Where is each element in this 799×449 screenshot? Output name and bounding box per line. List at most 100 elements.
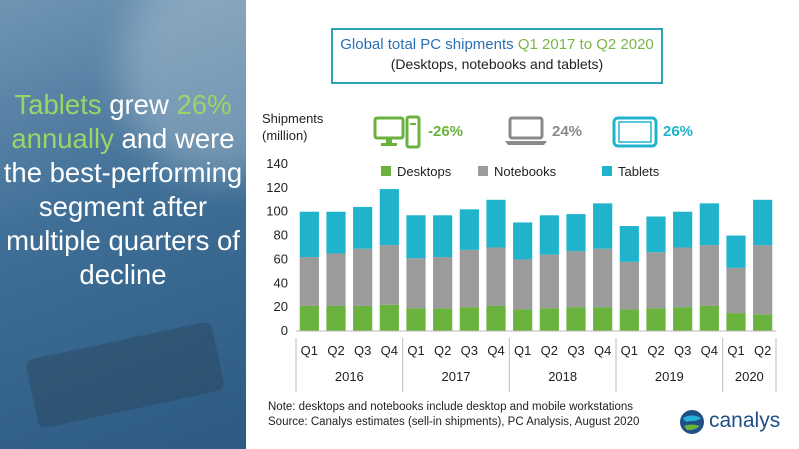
- bar-notebooks: [619, 261, 639, 310]
- chart-subtitle: (Desktops, notebooks and tablets): [390, 56, 604, 72]
- bar-desktops: [646, 308, 666, 331]
- note-line: Note: desktops and notebooks include des…: [268, 401, 634, 413]
- bar-desktops: [433, 308, 453, 331]
- legend-label-desktops: Desktops: [397, 164, 452, 179]
- laptop-icon: [505, 116, 547, 145]
- x-tick-label: Q4: [701, 343, 718, 358]
- bar-desktops: [539, 308, 559, 331]
- logo-text: canalys: [709, 409, 781, 432]
- bar-tablets: [566, 214, 586, 252]
- desktop-growth: -26%: [428, 123, 464, 140]
- bar-notebooks: [726, 267, 746, 314]
- bar-desktops: [566, 307, 586, 331]
- bar-tablets: [673, 211, 693, 248]
- x-tick-label: Q2: [541, 343, 558, 358]
- bar-notebooks: [299, 257, 319, 306]
- bar-desktops: [593, 307, 613, 331]
- x-tick-label: Q4: [487, 343, 504, 358]
- bar-notebooks: [566, 251, 586, 308]
- x-tick-label: Q2: [434, 343, 451, 358]
- year-label: 2016: [335, 369, 364, 384]
- bar-tablets: [513, 222, 533, 260]
- bar-tablets: [486, 199, 506, 248]
- bar-notebooks: [593, 248, 613, 308]
- bar-tablets: [353, 206, 373, 249]
- hero-image-panel: Tablets grew 26% annually and were the b…: [0, 0, 246, 449]
- x-tick-label: Q2: [647, 343, 664, 358]
- bar-tablets: [406, 215, 426, 259]
- y-axis-title-line: Shipments: [262, 111, 324, 126]
- x-tick-label: Q3: [354, 343, 371, 358]
- globe-logo-icon: [680, 410, 704, 434]
- x-tick-label: Q2: [754, 343, 771, 358]
- headline: Tablets grew 26% annually and were the b…: [0, 88, 246, 292]
- bar-desktops: [379, 304, 399, 331]
- headline-part4: and were the best-performing segment aft…: [3, 123, 243, 290]
- bar-desktops: [619, 309, 639, 331]
- y-axis-title: Shipments (million): [262, 110, 323, 144]
- bar-notebooks: [406, 258, 426, 309]
- bar-tablets: [379, 189, 399, 246]
- y-tick-label: 20: [274, 299, 288, 314]
- bar-desktops: [699, 305, 719, 331]
- bar-desktops: [673, 307, 693, 331]
- bar-tablets: [753, 199, 773, 246]
- x-tick-label: Q2: [327, 343, 344, 358]
- x-tick-label: Q1: [407, 343, 424, 358]
- x-tick-label: Q1: [727, 343, 744, 358]
- x-tick-label: Q4: [381, 343, 398, 358]
- bar-tablets: [646, 216, 666, 253]
- y-tick-label: 80: [274, 228, 288, 243]
- bar-desktops: [299, 305, 319, 331]
- bar-notebooks: [753, 245, 773, 315]
- y-axis-title-line: (million): [262, 128, 308, 143]
- chart-note: Note: desktops and notebooks include des…: [268, 400, 639, 430]
- legend-swatch-desktops: [381, 166, 391, 176]
- legend-swatch-tablets: [602, 166, 612, 176]
- chart-title-box: Global total PC shipments Q1 2017 to Q2 …: [331, 28, 663, 84]
- chart-title-main: Global total PC shipments: [340, 36, 518, 53]
- bar-notebooks: [673, 247, 693, 308]
- x-tick-label: Q1: [514, 343, 531, 358]
- source-line: Source: Canalys estimates (sell-in shipm…: [268, 416, 640, 428]
- x-tick-label: Q3: [567, 343, 584, 358]
- bar-desktops: [459, 307, 479, 331]
- legend-swatch-notebooks: [478, 166, 488, 176]
- bar-tablets: [539, 215, 559, 255]
- bar-notebooks: [486, 247, 506, 306]
- bar-desktops: [326, 305, 346, 331]
- bar-desktops: [513, 309, 533, 331]
- bar-tablets: [699, 203, 719, 246]
- canalys-logo: canalys: [679, 409, 791, 435]
- chart-title: Global total PC shipments Q1 2017 to Q2 …: [333, 36, 661, 53]
- bar-tablets: [299, 211, 319, 258]
- tablet-growth: 26%: [663, 123, 694, 140]
- legend-label-notebooks: Notebooks: [494, 164, 557, 179]
- bar-notebooks: [379, 245, 399, 305]
- headline-part1: Tablets: [14, 89, 102, 120]
- bar-notebooks: [459, 249, 479, 308]
- y-tick-label: 100: [266, 204, 288, 219]
- x-tick-label: Q1: [621, 343, 638, 358]
- year-label: 2020: [735, 369, 764, 384]
- bar-desktops: [486, 305, 506, 331]
- bar-notebooks: [353, 248, 373, 306]
- bar-notebooks: [539, 254, 559, 309]
- y-tick-label: 60: [274, 251, 288, 266]
- y-tick-label: 120: [266, 180, 288, 195]
- bar-tablets: [326, 211, 346, 254]
- x-tick-label: Q1: [301, 343, 318, 358]
- y-tick-label: 0: [281, 323, 288, 338]
- bar-notebooks: [433, 257, 453, 309]
- bar-tablets: [459, 209, 479, 250]
- bar-notebooks: [646, 252, 666, 309]
- bar-notebooks: [699, 245, 719, 306]
- bar-desktops: [353, 305, 373, 331]
- bar-notebooks: [513, 259, 533, 310]
- laptop-growth: 24%: [552, 123, 583, 140]
- y-tick-label: 40: [274, 275, 288, 290]
- bar-desktops: [406, 308, 426, 331]
- bar-tablets: [433, 215, 453, 258]
- year-label: 2017: [442, 369, 471, 384]
